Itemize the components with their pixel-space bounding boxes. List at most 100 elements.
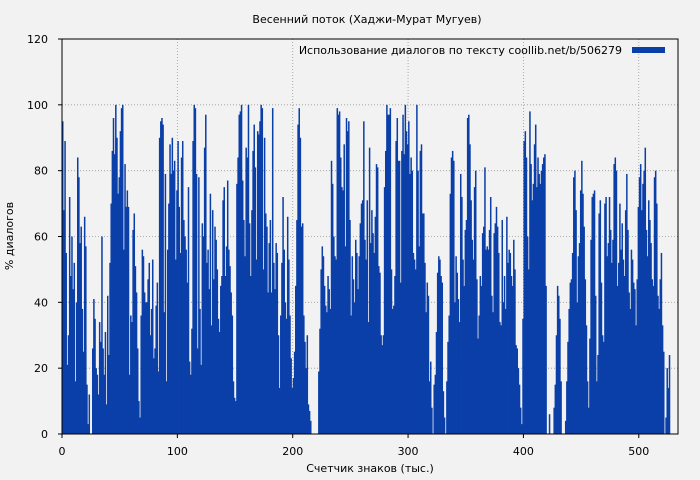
bar: [207, 249, 209, 434]
bar: [477, 338, 479, 434]
bar: [173, 160, 176, 434]
bar: [360, 203, 363, 434]
bar: [140, 315, 142, 434]
bar: [628, 292, 630, 434]
bar: [418, 246, 420, 434]
bar: [568, 308, 570, 434]
bar: [553, 407, 555, 434]
bar: [529, 111, 531, 435]
bar: [274, 289, 276, 434]
bar: [285, 318, 288, 434]
bar: [364, 239, 366, 434]
bar: [206, 262, 208, 434]
bar: [489, 197, 492, 434]
bar: [441, 282, 444, 434]
bar: [569, 282, 572, 434]
bar: [621, 223, 623, 434]
bar: [297, 124, 299, 434]
bar: [128, 374, 131, 434]
bar: [181, 141, 184, 434]
bar: [280, 315, 282, 434]
bar: [326, 312, 328, 434]
bar: [81, 308, 84, 434]
bar: [530, 164, 532, 435]
bar: [598, 213, 600, 434]
bar: [232, 381, 235, 434]
bar: [417, 170, 419, 434]
bar: [504, 308, 507, 434]
bar: [591, 197, 593, 434]
bar: [540, 170, 543, 434]
bar: [321, 246, 324, 434]
bar: [589, 338, 591, 434]
bar: [443, 417, 446, 434]
bar: [374, 216, 377, 434]
bar: [656, 203, 658, 434]
bar: [510, 276, 513, 434]
bar: [657, 295, 659, 434]
bar: [202, 236, 205, 434]
bar: [500, 325, 502, 434]
bar: [263, 137, 266, 434]
bar: [341, 187, 343, 434]
bar: [135, 292, 138, 434]
bar: [435, 331, 438, 434]
bar: [162, 124, 164, 434]
bar: [365, 259, 367, 434]
bar: [560, 381, 562, 434]
bar: [123, 249, 125, 434]
bar: [599, 200, 602, 434]
bar: [209, 193, 212, 434]
bar: [88, 394, 91, 434]
bar: [646, 256, 649, 434]
bar: [94, 318, 96, 434]
bar: [71, 236, 73, 434]
bar: [66, 364, 69, 434]
bar: [592, 193, 595, 434]
bar: [118, 177, 121, 434]
bar: [425, 312, 427, 434]
bar: [126, 190, 129, 434]
bar: [558, 295, 560, 434]
bar: [331, 183, 334, 434]
y-tick-label: 120: [27, 33, 48, 46]
bar: [436, 272, 439, 434]
bar: [319, 328, 321, 434]
bar: [185, 249, 187, 434]
bar: [112, 118, 115, 434]
bar: [370, 243, 372, 434]
bar: [409, 173, 411, 435]
bar: [574, 170, 576, 434]
bar: [141, 249, 144, 434]
bar: [233, 397, 236, 434]
bar: [488, 229, 491, 434]
bar: [486, 246, 489, 434]
bar: [335, 259, 337, 434]
bar: [583, 226, 585, 434]
bar: [151, 259, 154, 434]
bar: [115, 104, 117, 434]
bar: [593, 190, 596, 434]
bar: [653, 177, 656, 434]
bar: [338, 111, 341, 435]
bar: [590, 239, 592, 434]
bar: [448, 315, 450, 434]
bar: [193, 104, 196, 434]
bar: [496, 226, 499, 434]
bar: [275, 243, 277, 434]
bar: [458, 322, 461, 434]
bar: [224, 276, 227, 434]
bar: [117, 193, 119, 434]
bar: [337, 114, 340, 434]
bar: [256, 131, 259, 434]
bar: [358, 256, 360, 434]
bar: [413, 259, 416, 434]
bar: [396, 118, 399, 434]
bar: [476, 279, 478, 434]
bar: [330, 160, 333, 434]
bar: [328, 289, 330, 434]
bar: [215, 239, 217, 434]
bar: [459, 173, 462, 435]
bar: [134, 266, 137, 434]
bar: [472, 259, 475, 434]
